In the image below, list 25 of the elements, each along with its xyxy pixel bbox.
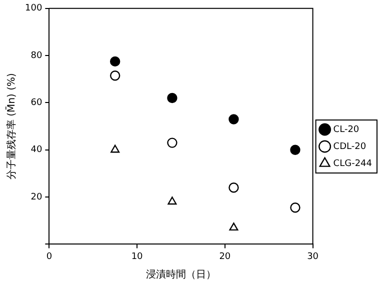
point [110,56,120,67]
x-tick-label: 30 [307,252,319,262]
x-tick-label: 10 [131,252,144,262]
point [167,92,178,104]
legend-label: CL-20 [333,124,360,135]
point [228,114,239,124]
x-tick-label: 20 [219,252,231,262]
point [110,144,120,153]
y-axis-title: 分子量残存率 (M̄n) (%) [4,72,18,180]
point [110,70,120,81]
legend-label: CDL-20 [333,142,366,152]
legend-label: CLG-244 [333,158,372,169]
y-tick-label: 20 [30,192,42,202]
x-axis-title: 浸漬時間（日） [146,268,216,281]
point [168,196,177,205]
y-tick-label: 100 [24,4,42,14]
point [167,138,178,148]
y-tick-label: 40 [30,145,42,156]
point [290,202,300,213]
y-tick-label: 80 [30,50,42,61]
point [229,222,238,231]
x-tick-label: 0 [46,252,52,262]
y-tick-label: 60 [30,98,42,108]
point [290,144,300,155]
point [228,182,239,193]
